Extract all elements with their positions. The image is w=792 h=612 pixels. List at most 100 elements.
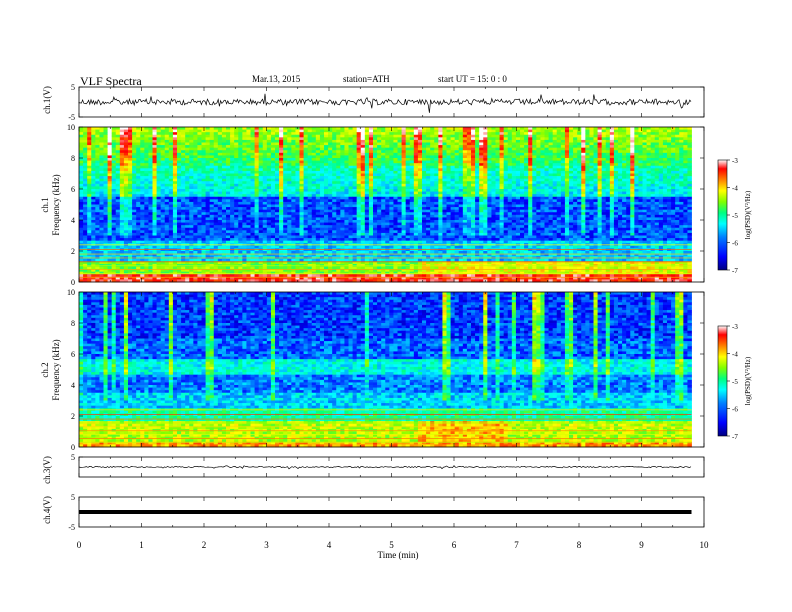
spectrogram-cell — [377, 139, 382, 143]
spectrogram-cell — [348, 132, 353, 136]
spectrogram-cell — [564, 129, 570, 133]
spectrogram-cell — [458, 132, 464, 136]
spectrogram-cell — [164, 194, 170, 198]
spectrogram-cell — [556, 201, 562, 205]
spectrogram-cell — [642, 145, 647, 149]
spectrogram-cell — [315, 127, 321, 130]
spectrogram-cell — [283, 191, 288, 195]
spectrogram-cell — [377, 132, 382, 136]
spectrogram-cell — [295, 155, 300, 159]
spectrogram-cell — [434, 145, 439, 149]
spectrogram-cell — [458, 152, 464, 156]
spectrogram-cell — [111, 209, 117, 213]
spectrogram-cell — [348, 168, 353, 172]
spectrogram-cell — [352, 163, 358, 167]
spectrogram-cell — [360, 178, 366, 182]
spectrogram-cell — [254, 142, 260, 146]
spectrogram-cell — [242, 137, 247, 141]
spectrogram-cell — [99, 191, 104, 195]
spectrogram-cell — [213, 137, 219, 141]
spectrogram-cell — [687, 204, 692, 208]
spectrogram-cell — [556, 163, 562, 167]
spectrogram-cell — [275, 178, 280, 182]
spectrogram-cell — [675, 129, 680, 133]
spectrogram-cell — [658, 191, 664, 195]
spectrogram-cell — [177, 170, 182, 174]
spectrogram-cell — [503, 191, 509, 195]
spectrogram-cell — [136, 145, 141, 149]
spectrogram-cell — [250, 201, 255, 205]
spectrogram-cell — [148, 137, 153, 141]
spectrogram-cell — [140, 139, 145, 143]
spectrogram-cell — [275, 155, 280, 159]
spectrogram-cell — [279, 176, 284, 180]
spectrogram-cell — [319, 142, 325, 146]
spectrogram-cell — [246, 137, 251, 141]
spectrogram-cell — [413, 134, 419, 138]
spectrogram-cell — [91, 129, 96, 133]
spectrogram-cell — [422, 199, 427, 203]
spectrogram-cell — [238, 155, 243, 159]
spectrogram-cell — [213, 127, 219, 130]
spectrogram-cell — [332, 139, 337, 143]
spectrogram-cell — [466, 194, 472, 198]
spectrogram-cell — [99, 139, 104, 143]
spectrogram-cell — [123, 207, 129, 211]
spectrogram-cell — [499, 158, 505, 161]
spectrogram-cell — [622, 158, 627, 161]
spectrogram-cell — [258, 186, 264, 190]
spectrogram-cell — [360, 207, 366, 211]
spectrogram-cell — [642, 189, 647, 192]
spectrogram-cell — [209, 186, 215, 190]
spectrogram-cell — [569, 199, 574, 203]
spectrogram-cell — [193, 170, 198, 174]
spectrogram-cell — [373, 196, 378, 200]
spectrogram-cell — [679, 199, 684, 203]
spectrogram-cell — [503, 127, 509, 130]
spectrogram-cell — [79, 147, 84, 151]
spectrogram-cell — [99, 176, 104, 180]
spectrogram-cell — [601, 181, 607, 185]
spectrogram-cell — [266, 142, 272, 146]
spectrogram-cell — [352, 152, 358, 156]
spectrogram-cell — [299, 176, 304, 180]
spectrogram-cell — [515, 209, 521, 213]
spectrogram-cell — [475, 178, 480, 182]
spectrogram-cell — [324, 196, 329, 200]
spectrogram-cell — [79, 189, 84, 192]
spectrogram-cell — [520, 127, 525, 130]
spectrogram-cell — [630, 189, 635, 192]
spectrogram-cell — [630, 165, 635, 169]
spectrogram-cell — [217, 194, 223, 198]
spectrogram-cell — [360, 176, 366, 180]
spectrogram-cell — [626, 207, 631, 211]
spectrogram-cell — [548, 160, 554, 164]
spectrogram-cell — [217, 199, 223, 203]
spectrogram-cell — [446, 189, 451, 192]
spectrogram-cell — [303, 173, 309, 177]
spectrogram-cell — [450, 196, 456, 200]
spectrogram-cell — [581, 158, 586, 161]
spectrogram-cell — [605, 176, 611, 180]
spectrogram-cell — [275, 186, 280, 190]
spectrogram-cell — [528, 186, 533, 190]
spectrogram-cell — [662, 134, 668, 138]
spectrogram-cell — [573, 155, 578, 159]
spectrogram-cell — [213, 134, 219, 138]
spectrogram-cell — [524, 132, 529, 136]
spectrogram-cell — [471, 178, 476, 182]
spectrogram-cell — [156, 183, 162, 187]
spectrogram-cell — [356, 209, 362, 213]
spectrogram-cell — [434, 186, 439, 190]
spectrogram-cell — [601, 127, 607, 130]
spectrogram-cell — [275, 137, 280, 141]
spectrogram-cell — [258, 155, 264, 159]
spectrogram-cell — [597, 142, 603, 146]
spectrogram-cell — [540, 150, 545, 154]
spectrogram-cell — [254, 132, 260, 136]
spectrogram-cell — [185, 207, 190, 211]
spectrogram-cell — [507, 147, 513, 151]
spectrogram-cell — [291, 163, 296, 167]
spectrogram-cell — [119, 142, 125, 146]
spectrogram-cell — [462, 173, 468, 177]
